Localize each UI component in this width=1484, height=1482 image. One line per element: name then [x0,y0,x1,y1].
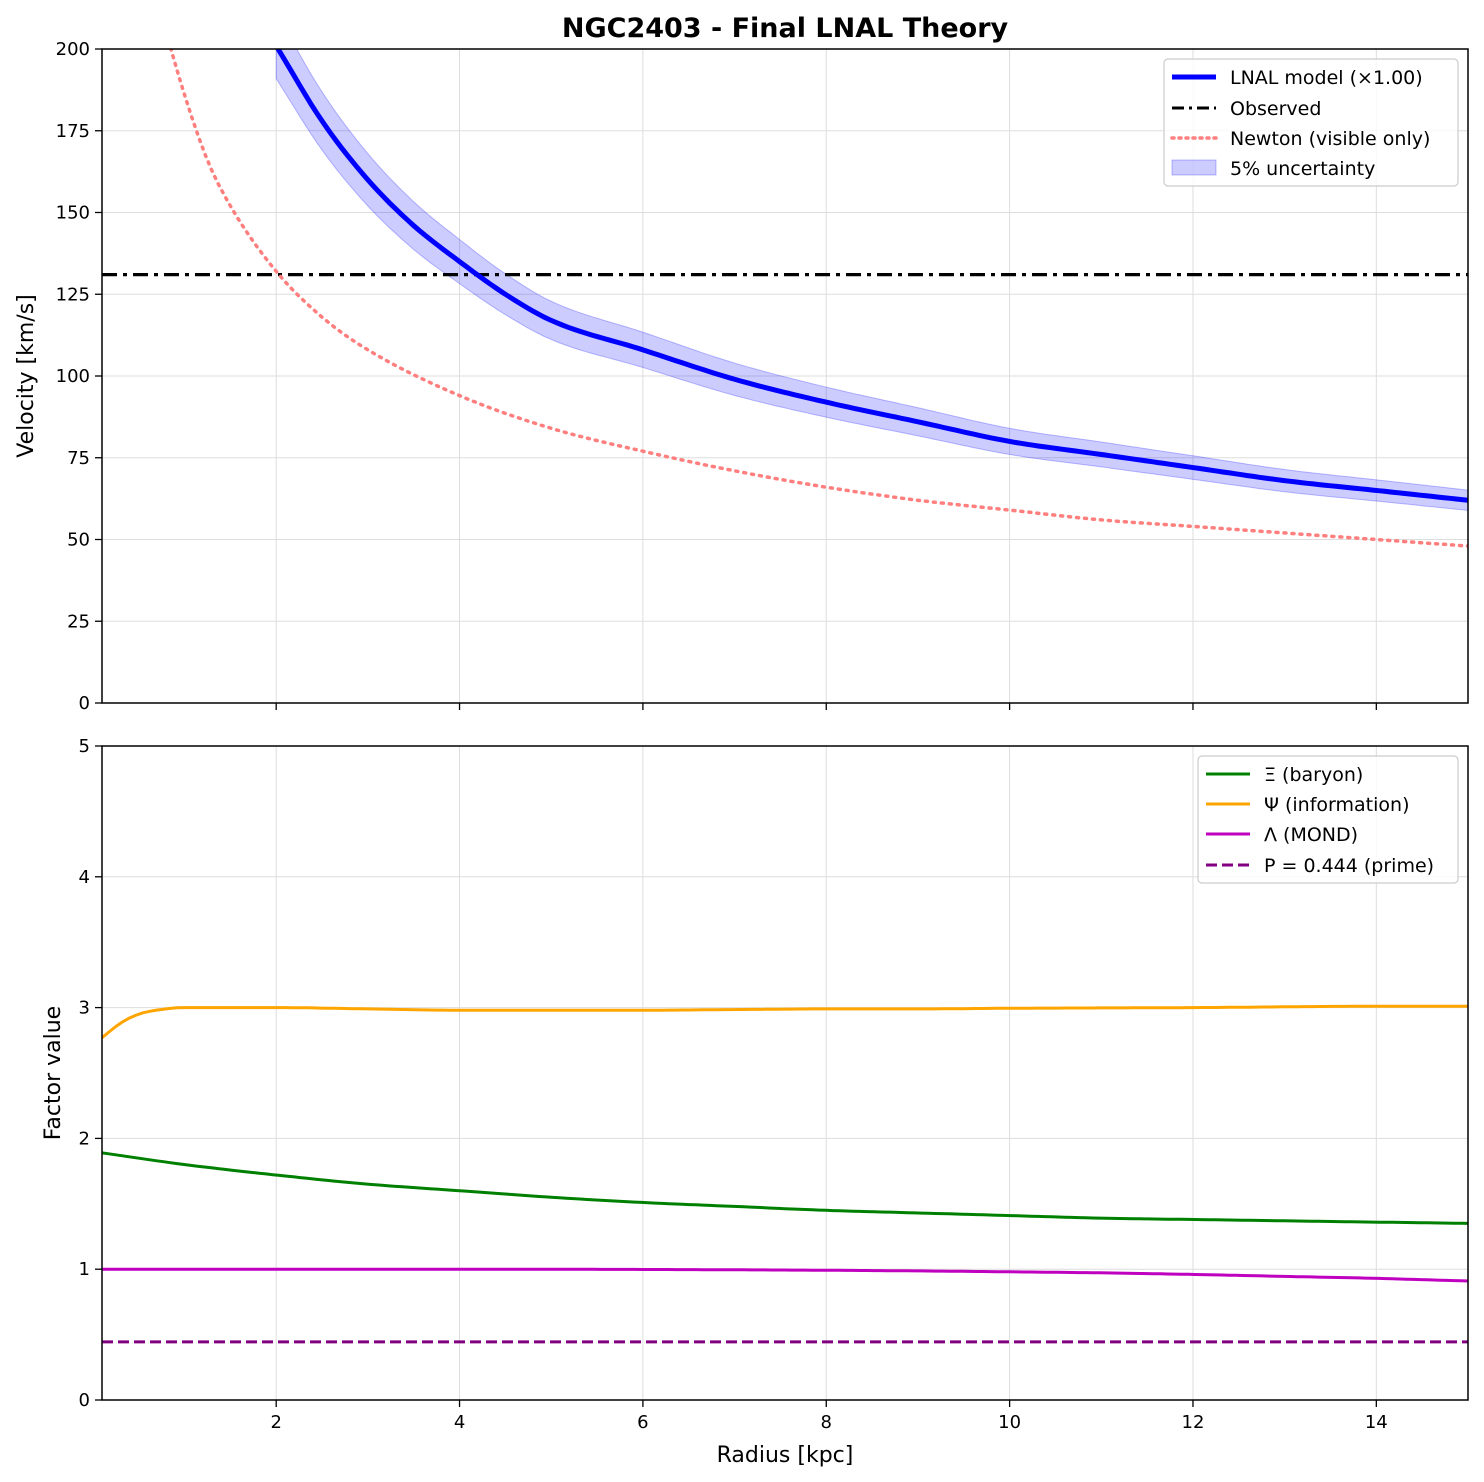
factor-x-tick-label: 6 [637,1412,648,1433]
factor-legend: Ξ (baryon) Ψ (information) Λ (MOND) P = … [1197,755,1459,884]
velocity-y-tick-label: 0 [79,693,90,714]
factor-x-tick-label: 14 [1365,1412,1388,1433]
legend-observed-label: Observed [1230,98,1321,120]
factor-x-tick-label: 8 [821,1412,832,1433]
factor-x-tick-label: 2 [270,1412,281,1433]
xi-baryon-line [102,1151,1468,1225]
velocity-series [102,49,1468,548]
legend-prime-label: P = 0.444 (prime) [1264,855,1434,877]
legend-psi-label: Ψ (information) [1264,794,1409,816]
chart-title: NGC2403 - Final LNAL Theory [562,13,1009,44]
velocity-y-tick-label: 175 [56,121,90,142]
newton-line [169,49,1468,548]
legend-band-swatch [1171,159,1217,176]
legend-lambda-label: Λ (MOND) [1264,824,1358,846]
factor-legend-box [1197,755,1459,884]
legend-newton-label: Newton (visible only) [1230,128,1430,150]
factor-y-tick-label: 0 [79,1390,90,1411]
velocity-y-tick-label: 75 [67,448,90,469]
velocity-y-tick-label: 100 [56,366,90,387]
velocity-ticks: 0 25 50 75 100 125 150 175 200 [56,39,1377,714]
velocity-y-tick-label: 150 [56,203,90,224]
factor-y-tick-label: 3 [79,998,90,1019]
factor-y-tick-label: 2 [79,1128,90,1149]
lnal-model-line [275,49,1468,503]
velocity-legend-box [1163,58,1459,187]
legend-lnal-label: LNAL model (×1.00) [1230,67,1423,89]
velocity-y-tick-label: 50 [67,530,90,551]
legend-band-label: 5% uncertainty [1230,158,1375,180]
lambda-mond-line [102,1267,1468,1283]
legend-xi-label: Ξ (baryon) [1264,764,1363,786]
velocity-legend: LNAL model (×1.00) Observed Newton (visi… [1163,58,1459,187]
factor-x-tick-label: 4 [454,1412,465,1433]
factor-y-axis-label: Factor value [41,1006,66,1140]
factor-y-tick-label: 1 [79,1259,90,1280]
factor-series [102,1004,1468,1344]
factor-x-tick-label: 10 [998,1412,1021,1433]
factor-y-tick-label: 4 [79,867,90,888]
velocity-y-tick-label: 125 [56,284,90,305]
factor-y-tick-label: 5 [79,736,90,757]
velocity-y-axis-label: Velocity [km/s] [14,294,39,458]
factor-x-tick-label: 12 [1182,1412,1205,1433]
factor-axes-frame [101,745,1469,1401]
velocity-y-tick-label: 200 [56,39,90,60]
lnal-uncertainty-band [275,49,1468,511]
radius-x-axis-label: Radius [kpc] [717,1443,854,1468]
psi-information-line [102,1004,1468,1039]
velocity-panel: 0 25 50 75 100 125 150 175 200 Velocity [km/s] L… [14,39,1469,714]
velocity-y-tick-label: 25 [67,611,90,632]
